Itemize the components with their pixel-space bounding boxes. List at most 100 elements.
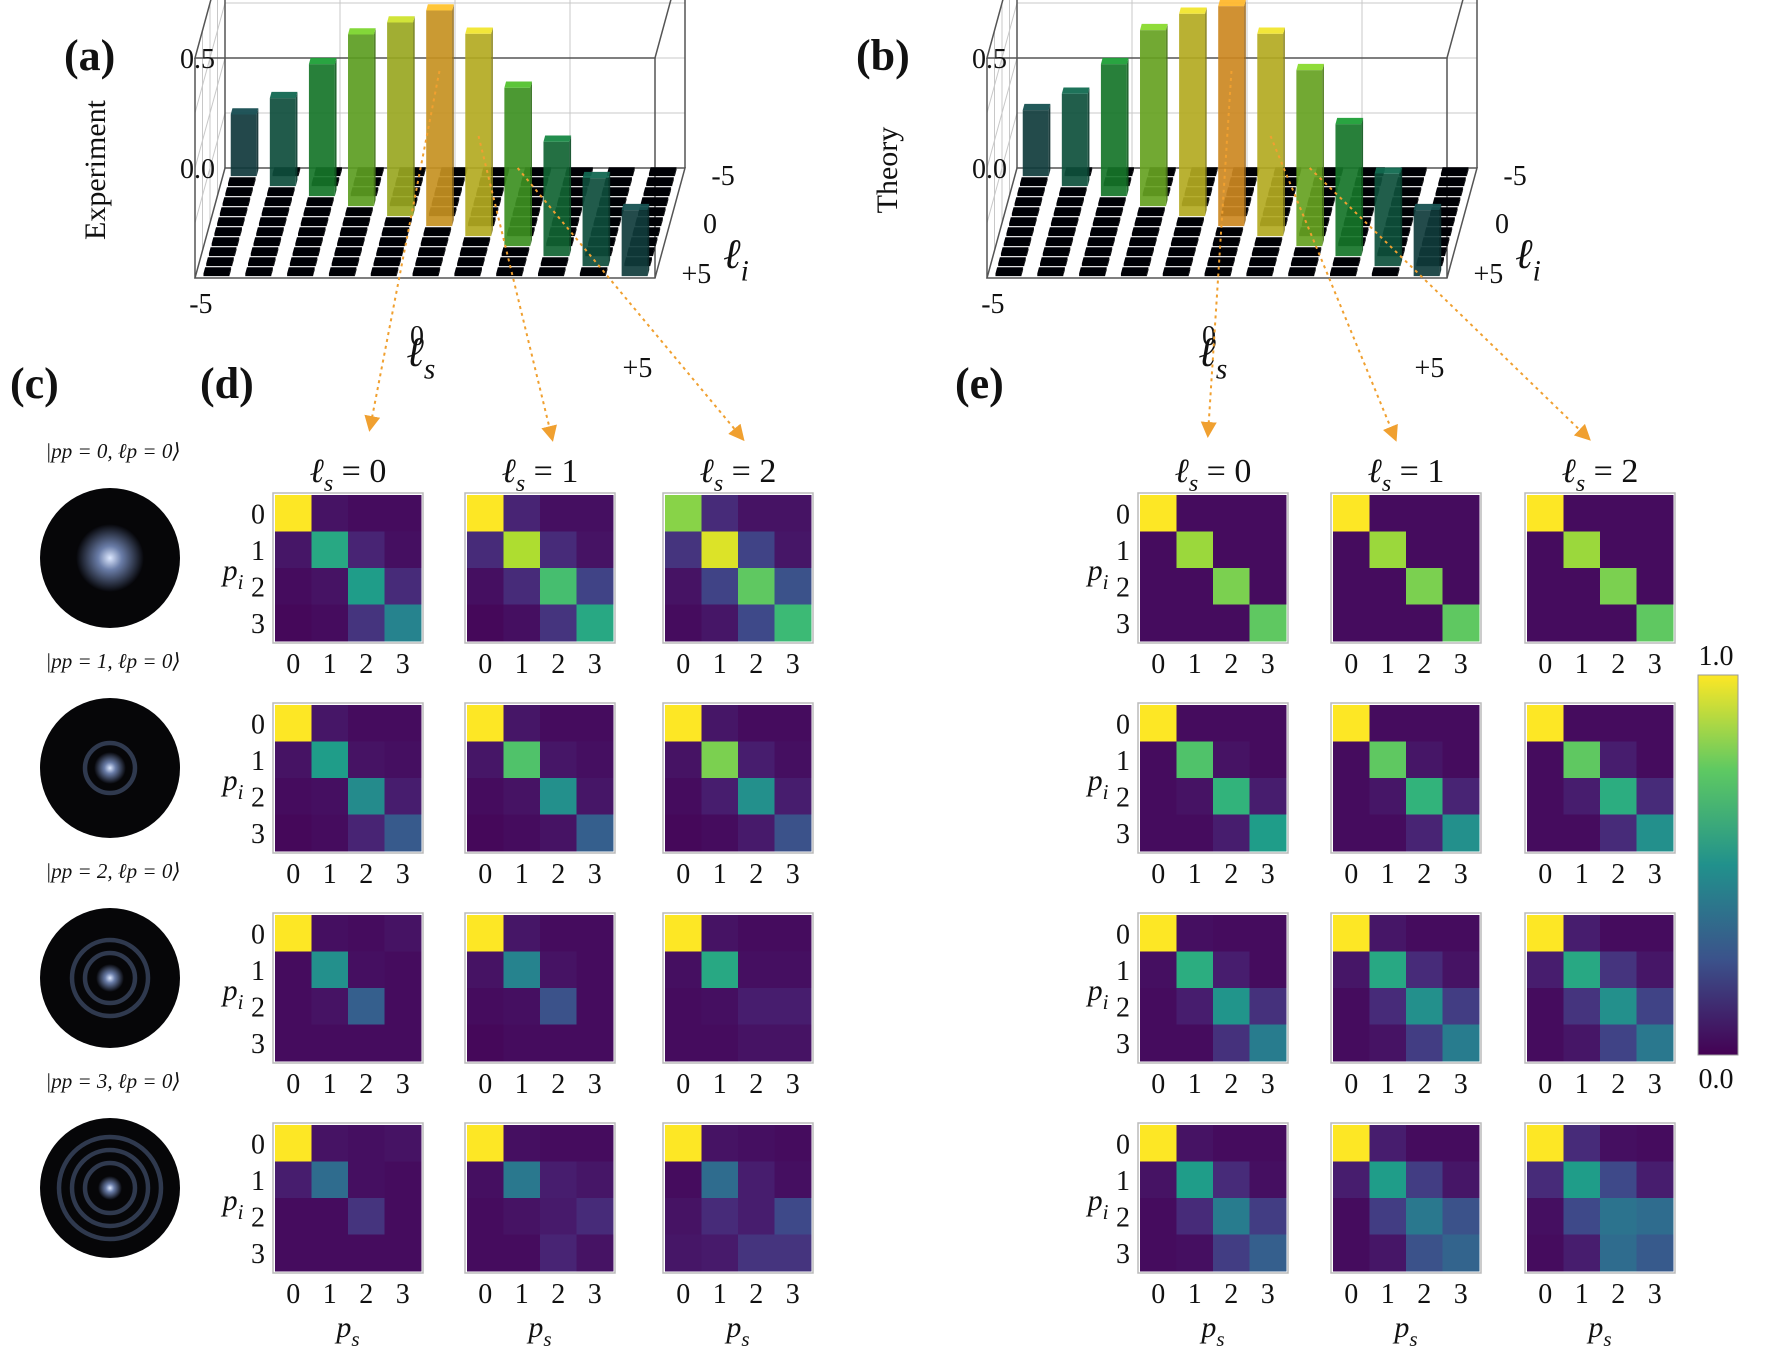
matrix-cell bbox=[348, 988, 385, 1025]
bar3d-floor-tile bbox=[326, 217, 329, 227]
matrix-cell bbox=[665, 915, 702, 952]
bar3d-floor-tile bbox=[1107, 257, 1110, 267]
matrix-cell bbox=[774, 604, 812, 642]
bar3d-floor-tile bbox=[1029, 237, 1032, 247]
matrix-cell bbox=[1527, 1161, 1564, 1199]
bar3d-floor-tile bbox=[290, 197, 292, 207]
bar3d-diagonal-bar bbox=[465, 27, 493, 34]
bar3d-floor-tile bbox=[1199, 227, 1202, 237]
bar3d-floor-tile bbox=[1024, 257, 1026, 267]
matrix-x-tick: 2 bbox=[551, 1069, 565, 1100]
matrix-cell bbox=[503, 531, 541, 569]
bar3d-floor-tile bbox=[1014, 203, 1041, 207]
matrix-cell bbox=[1406, 1198, 1443, 1235]
bar3d-floor-tile bbox=[384, 217, 412, 224]
matrix-cell bbox=[1176, 1161, 1214, 1199]
bar3d-floor-tile bbox=[1288, 207, 1291, 217]
matrix-frame bbox=[464, 702, 616, 854]
matrix-cell bbox=[576, 705, 614, 742]
bar3d-floor-tile bbox=[300, 217, 329, 224]
matrix-cell bbox=[275, 778, 312, 815]
matrix-cell bbox=[1249, 568, 1287, 605]
matrix-cell bbox=[540, 1125, 577, 1162]
bar3d-floor-tile bbox=[1327, 217, 1330, 227]
dotted-arrow bbox=[1269, 135, 1398, 442]
matrix-cell bbox=[1369, 705, 1407, 742]
bar3d-diagonal-bar bbox=[1413, 210, 1440, 277]
matrix-cell bbox=[738, 778, 775, 815]
matrix-cell bbox=[540, 988, 577, 1025]
bar3d-diagonal-bar bbox=[1205, 7, 1207, 217]
matrix-x-tick: 3 bbox=[588, 859, 602, 890]
matrix-x-tick: 0 bbox=[1151, 1279, 1165, 1310]
bar3d-floor-tile bbox=[342, 217, 371, 224]
bar3d-diagonal-bar bbox=[1087, 87, 1090, 187]
bar3d-floor-tile bbox=[1095, 213, 1122, 217]
bar3d-diagonal-bar bbox=[1218, 0, 1246, 7]
bar3d-floor-tile bbox=[1196, 237, 1199, 247]
bar3d-floor-tile bbox=[295, 237, 323, 244]
matrix-cell bbox=[467, 778, 504, 815]
matrix-frame bbox=[272, 912, 424, 1064]
bar3d-floor-tile bbox=[1079, 267, 1107, 274]
matrix-cell bbox=[738, 604, 775, 642]
matrix-cell bbox=[576, 741, 614, 779]
bar3d-floor-tile bbox=[446, 237, 449, 247]
bar3d-floor-tile bbox=[208, 247, 237, 254]
matrix-cell bbox=[1442, 915, 1480, 952]
bar3d-floor-tile bbox=[566, 257, 569, 267]
matrix-cell bbox=[1563, 1234, 1601, 1272]
matrix-cell bbox=[1213, 778, 1250, 815]
matrix-cell bbox=[576, 495, 614, 532]
matrix-cell bbox=[701, 568, 739, 605]
matrix-x-tick: 1 bbox=[1381, 1279, 1395, 1310]
bar3d-floor-tile bbox=[1246, 267, 1274, 274]
z-tick-label: 0.0 bbox=[180, 154, 215, 185]
bar3d-floor-tile bbox=[337, 177, 340, 187]
matrix-cell bbox=[665, 705, 702, 742]
matrix-frame bbox=[272, 702, 424, 854]
bar3d-floor-tile bbox=[653, 247, 655, 257]
matrix-cell bbox=[774, 1161, 812, 1199]
matrix-cell bbox=[311, 495, 349, 532]
matrix-cell bbox=[540, 778, 577, 815]
bar3d-floor-tile bbox=[1043, 187, 1045, 197]
matrix-cell bbox=[275, 1125, 312, 1162]
bar3d-floor-tile bbox=[303, 213, 330, 217]
bar3d-floor-tile bbox=[1120, 273, 1147, 277]
bar3d-floor-tile bbox=[211, 237, 240, 244]
column-title: ℓs = 1 bbox=[1368, 453, 1445, 497]
bar3d-floor-tile bbox=[1095, 207, 1124, 214]
bar3d-diagonal-bar bbox=[1283, 27, 1285, 237]
matrix-x-tick: 2 bbox=[1224, 649, 1238, 680]
matrix-cell bbox=[384, 604, 422, 642]
matrix-x-tick: 2 bbox=[359, 649, 373, 680]
bar3d-diagonal-bar bbox=[1400, 167, 1403, 267]
matrix-cell bbox=[665, 741, 702, 779]
bar3d-floor-tile bbox=[256, 227, 284, 234]
matrix-cell bbox=[1600, 1024, 1637, 1062]
matrix-cell bbox=[275, 951, 312, 989]
bar3d-floor-tile bbox=[540, 263, 567, 267]
bar3d-floor-tile bbox=[1090, 167, 1093, 177]
bar3d-floor-tile bbox=[363, 237, 365, 247]
matrix-cell bbox=[1249, 915, 1287, 952]
bar3d-floor-tile bbox=[1074, 227, 1076, 237]
bar3d-floor-tile bbox=[1212, 237, 1241, 244]
matrix-cell bbox=[503, 705, 541, 742]
matrix-cell bbox=[1249, 531, 1287, 569]
z-tick-label: 0.5 bbox=[180, 44, 215, 75]
matrix-y-tick: 3 bbox=[1116, 609, 1130, 640]
bar3d-floor-tile bbox=[1254, 243, 1281, 247]
matrix-cell bbox=[1176, 568, 1214, 605]
matrix-cell bbox=[738, 1234, 775, 1272]
matrix-x-tick: 1 bbox=[1381, 649, 1395, 680]
bar3d-floor-tile bbox=[1210, 253, 1236, 257]
matrix-y-tick: 3 bbox=[251, 609, 265, 640]
bar3d-floor-tile bbox=[337, 243, 364, 247]
colorbar: 1.0 0.0 bbox=[1697, 641, 1739, 1095]
matrix-cell bbox=[1369, 951, 1407, 989]
ls-tick-label: +5 bbox=[623, 353, 653, 384]
matrix-x-tick: 1 bbox=[1575, 1069, 1589, 1100]
matrix-y-tick: 3 bbox=[1116, 819, 1130, 850]
